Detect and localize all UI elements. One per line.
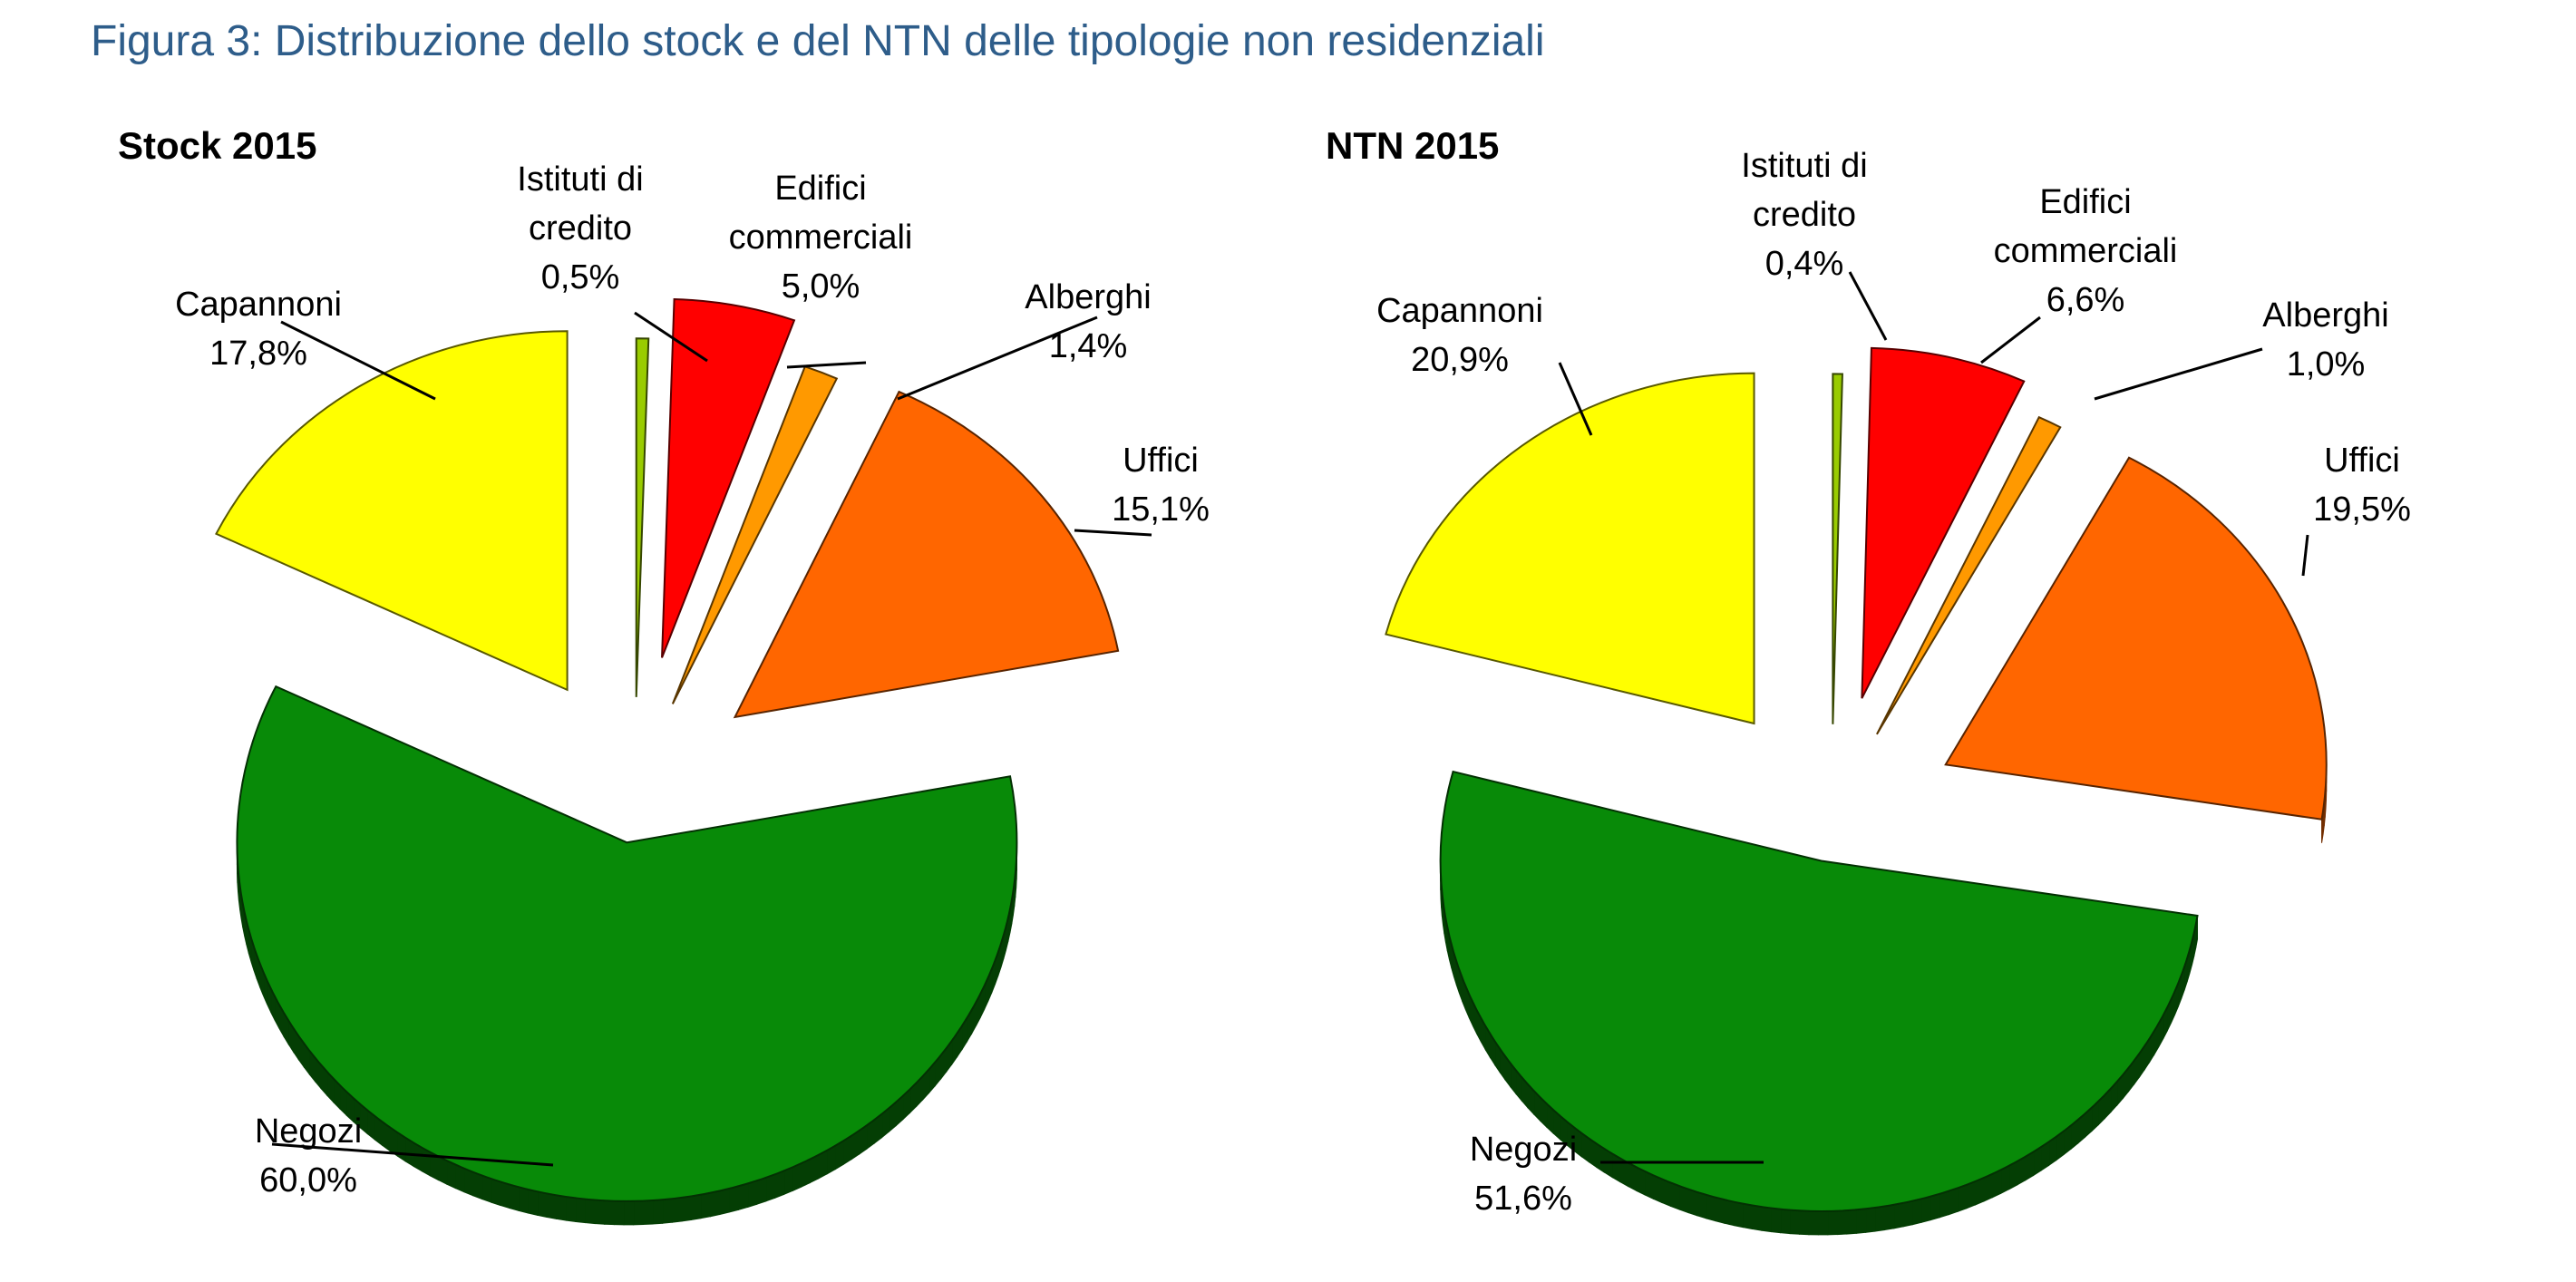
slice-side-negozi bbox=[701, 1193, 710, 1219]
slice-side-negozi bbox=[1688, 1190, 1697, 1216]
slice-label-istituti-di-credito: Istituti di credito 0,5% bbox=[517, 160, 643, 296]
slice-side-negozi bbox=[720, 1189, 729, 1214]
slice-side-negozi bbox=[510, 1184, 519, 1210]
slice-label-alberghi: Alberghi 1,0% bbox=[2262, 296, 2388, 384]
slice-side-negozi bbox=[1912, 1199, 1921, 1224]
slice-side-negozi bbox=[1725, 1199, 1734, 1225]
slice-istituti-di-credito bbox=[637, 338, 649, 697]
slice-side-negozi bbox=[1939, 1191, 1949, 1218]
slice-side-negozi bbox=[1799, 1210, 1808, 1234]
slice-side-negozi bbox=[557, 1195, 567, 1220]
pie-chart-stock-2015: Stock 2015 Istituti di credito 0,5% Edifici c… bbox=[118, 124, 1210, 1225]
slice-side-negozi bbox=[710, 1190, 719, 1216]
slice-side-negozi bbox=[585, 1199, 595, 1224]
slice-side-negozi bbox=[538, 1191, 547, 1217]
slice-side-negozi bbox=[729, 1186, 738, 1212]
slice-side-negozi bbox=[775, 1170, 784, 1198]
slice-side-negozi bbox=[1903, 1201, 1912, 1227]
slice-side-negozi bbox=[1771, 1209, 1780, 1233]
slice-side-negozi bbox=[1762, 1207, 1771, 1231]
slice-side-negozi bbox=[1866, 1208, 1875, 1232]
chart-title: NTN 2015 bbox=[1326, 124, 1499, 167]
pie-charts: Stock 2015 Istituti di credito 0,5% Edifici c… bbox=[0, 0, 2576, 1282]
leader-line-uffici bbox=[2303, 535, 2308, 576]
slice-capannoni bbox=[216, 331, 567, 690]
slice-side-negozi bbox=[1856, 1209, 1865, 1233]
slice-side-negozi bbox=[1967, 1181, 1976, 1209]
slice-side-negozi bbox=[1781, 1209, 1790, 1234]
slice-side-negozi bbox=[576, 1198, 586, 1222]
slice-side-negozi bbox=[1894, 1203, 1903, 1229]
pie-chart-ntn-2015: NTN 2015 Istituti di credito 0,4% Edifici com… bbox=[1326, 124, 2411, 1235]
slice-label-uffici: Uffici 15,1% bbox=[1112, 442, 1210, 529]
slice-side-negozi bbox=[1734, 1202, 1743, 1228]
slice-side-negozi bbox=[1809, 1211, 1818, 1235]
slice-side-negozi bbox=[691, 1195, 701, 1220]
slice-label-istituti-di-credito: Istituti di credito 0,4% bbox=[1741, 147, 1867, 283]
slice-side-negozi bbox=[491, 1179, 501, 1205]
leader-line-istituti-di-credito bbox=[1850, 272, 1886, 340]
slice-capannoni bbox=[1385, 374, 1754, 724]
slice-side-negozi bbox=[482, 1176, 491, 1203]
slice-side-negozi bbox=[1958, 1185, 1967, 1212]
slice-side-negozi bbox=[519, 1187, 528, 1213]
slice-label-negozi: Negozi 51,6% bbox=[1470, 1131, 1577, 1218]
slice-side-negozi bbox=[1828, 1211, 1837, 1235]
slice-label-capannoni: Capannoni 20,9% bbox=[1376, 292, 1543, 379]
slice-side-negozi bbox=[624, 1201, 634, 1225]
slice-side-negozi bbox=[1706, 1195, 1716, 1221]
slice-side-negozi bbox=[1818, 1211, 1827, 1235]
slice-side-negozi bbox=[1679, 1186, 1688, 1212]
slice-side-negozi bbox=[566, 1197, 576, 1221]
slice-side-negozi bbox=[1884, 1205, 1893, 1230]
slice-side-negozi bbox=[653, 1199, 663, 1224]
slice-side-negozi bbox=[739, 1183, 748, 1209]
slice-side-negozi bbox=[528, 1190, 537, 1215]
slice-side-negozi bbox=[547, 1193, 556, 1219]
slice-side-negozi bbox=[1790, 1210, 1799, 1235]
slice-side-negozi bbox=[595, 1200, 605, 1225]
slice-istituti-di-credito bbox=[1832, 374, 1842, 724]
slice-side-negozi bbox=[1875, 1207, 1884, 1231]
slice-side-negozi bbox=[614, 1201, 624, 1225]
slice-side-negozi bbox=[1837, 1210, 1846, 1235]
slice-side-negozi bbox=[1670, 1182, 1679, 1209]
leader-line-edifici-commerciali bbox=[787, 363, 866, 367]
slice-label-negozi: Negozi 60,0% bbox=[255, 1112, 362, 1199]
leader-line-uffici bbox=[1074, 530, 1152, 535]
slice-side-negozi bbox=[605, 1200, 615, 1224]
slice-side-negozi bbox=[757, 1178, 766, 1204]
slice-side-negozi bbox=[1847, 1209, 1856, 1234]
slice-side-negozi bbox=[663, 1199, 673, 1223]
slice-label-capannoni: Capannoni 17,8% bbox=[175, 286, 342, 373]
slice-side-negozi bbox=[672, 1198, 682, 1222]
slice-side-negozi bbox=[1921, 1197, 1930, 1223]
slice-side-negozi bbox=[748, 1180, 757, 1207]
slice-side-negozi bbox=[634, 1201, 644, 1225]
slice-label-edifici-commerciali: Edifici commerciali 5,0% bbox=[729, 170, 913, 306]
slice-side-negozi bbox=[473, 1172, 482, 1199]
slice-side-negozi bbox=[1697, 1192, 1706, 1219]
slice-side-negozi bbox=[766, 1174, 775, 1201]
slice-side-negozi bbox=[682, 1196, 692, 1221]
leader-line-alberghi bbox=[2095, 349, 2262, 399]
slice-side-negozi bbox=[1752, 1206, 1761, 1231]
chart-title: Stock 2015 bbox=[118, 124, 316, 167]
slice-side-negozi bbox=[1743, 1204, 1752, 1229]
slice-label-edifici-commerciali: Edifici commerciali 6,6% bbox=[1994, 183, 2178, 319]
slice-label-uffici: Uffici 19,5% bbox=[2313, 442, 2411, 529]
slice-side-negozi bbox=[501, 1181, 510, 1208]
slice-side-negozi bbox=[643, 1200, 653, 1225]
slice-side-negozi bbox=[1716, 1198, 1725, 1224]
slice-side-negozi bbox=[1930, 1194, 1939, 1220]
leader-line-edifici-commerciali bbox=[1981, 317, 2040, 363]
slice-side-negozi bbox=[1949, 1188, 1958, 1214]
